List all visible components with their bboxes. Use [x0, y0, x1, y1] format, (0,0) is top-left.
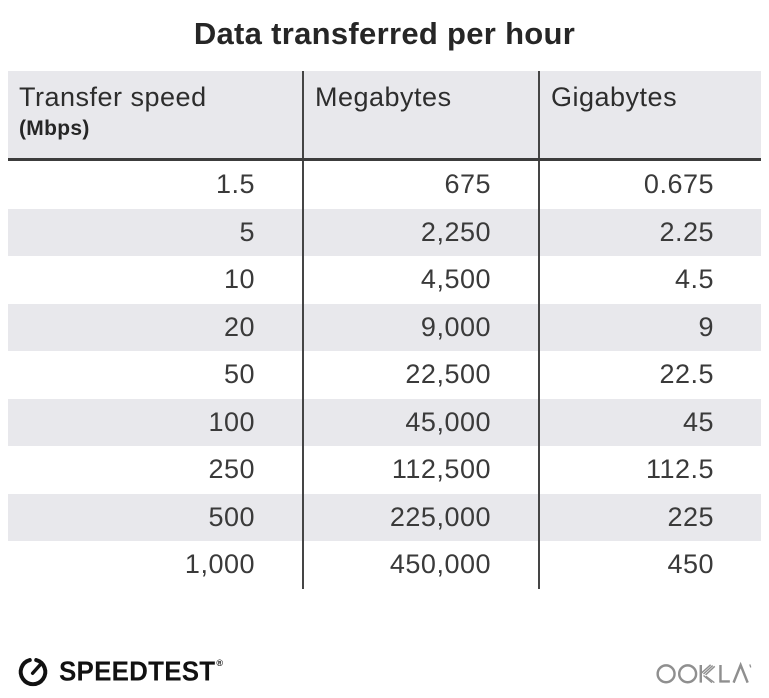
table-cell: 1.5 — [215, 169, 255, 200]
table-cell: 225 — [538, 493, 761, 541]
speedtest-gauge-icon — [18, 658, 48, 687]
table-cell: 9 — [538, 303, 761, 351]
header-label: Gigabytes — [551, 82, 678, 112]
table-cell: 0.675 — [538, 161, 761, 209]
table-cell: 450 — [538, 541, 761, 589]
table-cell: 22,500 — [302, 351, 538, 399]
page-title: Data transferred per hour — [193, 16, 576, 51]
table-cell: 22.5 — [538, 351, 761, 399]
header-gigabytes: Gigabytes — [538, 71, 761, 158]
table-cell: 112.5 — [538, 446, 761, 494]
table-cell: 9,000 — [302, 303, 538, 351]
table-cell: 2,250 — [302, 208, 538, 256]
table-row: 50 22,500 22.5 — [8, 351, 761, 399]
header-sublabel: (Mbps) — [19, 117, 90, 140]
table-row: 1,000 450,000 450 — [8, 541, 761, 589]
footer: SPEEDTEST ® — [16, 650, 755, 692]
table-cell: 45 — [538, 398, 761, 446]
table-cell: 112,500 — [302, 446, 538, 494]
table-row: 20 9,000 9 — [8, 303, 761, 351]
table-row: 5 2,250 2.25 — [8, 208, 761, 256]
speedtest-wordmark: SPEEDTEST — [59, 654, 216, 687]
table-cell: 450,000 — [302, 541, 538, 589]
table-row: 100 45,000 45 — [8, 398, 761, 446]
table-cell: 500 — [208, 501, 255, 532]
table-cell: 5 — [239, 216, 255, 247]
table-cell: 675 — [302, 161, 538, 209]
table-cell: 20 — [223, 311, 255, 342]
table-cell: 10 — [223, 264, 255, 295]
table-cell: 2.25 — [538, 208, 761, 256]
table-cell: 100 — [208, 406, 255, 437]
table-row: 500 225,000 225 — [8, 493, 761, 541]
header-megabytes: Megabytes — [302, 71, 538, 158]
header-label: Megabytes — [315, 82, 452, 112]
table-cell: 225,000 — [302, 493, 538, 541]
table-row: 250 112,500 112.5 — [8, 446, 761, 494]
table-header-row: Transfer speed (Mbps) Megabytes Gigabyte… — [8, 71, 761, 161]
table-cell: 4.5 — [538, 256, 761, 304]
table-cell: 4,500 — [302, 256, 538, 304]
header-label: Transfer speed — [19, 82, 207, 112]
ookla-logo — [655, 656, 755, 686]
table-row: 1.5 675 0.675 — [8, 161, 761, 209]
table-cell: 250 — [208, 454, 255, 485]
registered-trademark-icon: ® — [216, 658, 224, 668]
data-table: Transfer speed (Mbps) Megabytes Gigabyte… — [8, 71, 761, 589]
table-body: 1.5 675 0.675 5 2,250 2.25 10 4,500 4.5 20 9,000 9 5… — [8, 161, 761, 589]
table-row: 10 4,500 4.5 — [8, 256, 761, 304]
table-cell: 50 — [223, 359, 255, 390]
table-cell: 1,000 — [184, 549, 255, 580]
table-cell: 45,000 — [302, 398, 538, 446]
header-transfer-speed: Transfer speed (Mbps) — [8, 71, 302, 158]
ookla-wordmark-icon — [656, 661, 752, 684]
speedtest-logo: SPEEDTEST ® — [16, 654, 223, 688]
